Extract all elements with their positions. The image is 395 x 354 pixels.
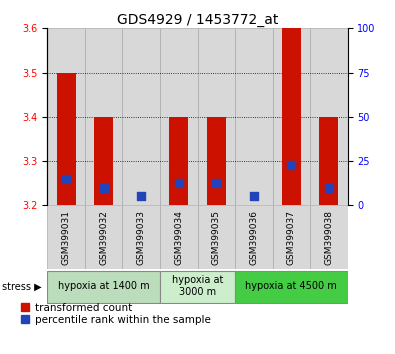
Bar (235, 28, 273, 205)
Bar (273, 205, 310, 269)
Bar (85, 28, 122, 205)
Text: GSM399037: GSM399037 (287, 210, 296, 265)
Point (138, 194, 145, 199)
Text: GSM399033: GSM399033 (137, 210, 146, 265)
Point (213, 180, 220, 186)
Bar (47, 271, 160, 303)
Bar (282, 28, 301, 205)
Bar (160, 271, 235, 303)
Text: hypoxia at 1400 m: hypoxia at 1400 m (58, 281, 149, 291)
Bar (273, 28, 310, 205)
Point (251, 194, 257, 199)
Text: GSM399038: GSM399038 (324, 210, 333, 265)
Bar (94, 117, 113, 205)
Text: GSM399034: GSM399034 (174, 210, 183, 265)
Bar (85, 205, 122, 269)
Bar (122, 28, 160, 205)
Bar (207, 117, 226, 205)
Point (63, 176, 70, 182)
Bar (310, 205, 348, 269)
Bar (160, 28, 198, 205)
Text: GSM399036: GSM399036 (249, 210, 258, 265)
Bar (310, 28, 348, 205)
Text: hypoxia at 4500 m: hypoxia at 4500 m (245, 281, 337, 291)
Bar (235, 205, 273, 269)
Bar (122, 205, 160, 269)
Text: GSM399032: GSM399032 (99, 210, 108, 265)
Bar (198, 28, 235, 205)
Title: GDS4929 / 1453772_at: GDS4929 / 1453772_at (117, 13, 278, 27)
Point (326, 185, 332, 190)
Bar (47, 28, 85, 205)
Bar (160, 205, 198, 269)
Bar (320, 117, 338, 205)
Text: stress ▶: stress ▶ (2, 282, 41, 292)
Bar (169, 117, 188, 205)
Bar (198, 205, 235, 269)
Bar (47, 205, 85, 269)
Point (288, 162, 295, 168)
Point (100, 185, 107, 190)
Legend: transformed count, percentile rank within the sample: transformed count, percentile rank withi… (21, 303, 211, 325)
Bar (235, 271, 348, 303)
Bar (57, 73, 75, 205)
Text: GSM399035: GSM399035 (212, 210, 221, 265)
Text: GSM399031: GSM399031 (62, 210, 71, 265)
Point (175, 180, 182, 186)
Text: hypoxia at
3000 m: hypoxia at 3000 m (172, 275, 223, 297)
